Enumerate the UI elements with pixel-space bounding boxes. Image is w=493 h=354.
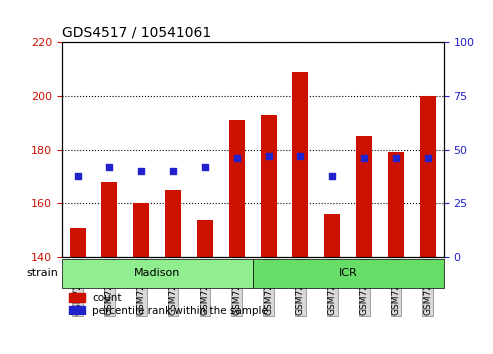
Bar — [388, 153, 404, 257]
FancyBboxPatch shape — [252, 259, 444, 288]
Text: strain: strain — [27, 268, 59, 278]
Bar — [261, 115, 277, 257]
Text: GDS4517 / 10541061: GDS4517 / 10541061 — [62, 26, 211, 40]
Bar — [102, 182, 117, 257]
Point — [201, 164, 209, 170]
Bar — [420, 96, 436, 257]
Text: ICR: ICR — [339, 268, 357, 278]
Bar — [133, 204, 149, 257]
Text: count: count — [92, 293, 122, 303]
Text: Madison: Madison — [134, 268, 180, 278]
Bar — [229, 120, 245, 257]
Point — [233, 155, 241, 161]
Bar — [69, 293, 85, 302]
Point — [73, 173, 81, 178]
Point — [392, 155, 400, 161]
Point — [424, 155, 432, 161]
Bar — [324, 214, 340, 257]
Bar — [69, 306, 85, 315]
Bar — [292, 72, 309, 257]
Point — [296, 153, 304, 159]
FancyBboxPatch shape — [62, 259, 252, 288]
Bar — [197, 219, 213, 257]
Point — [328, 173, 336, 178]
Bar — [356, 136, 372, 257]
Bar — [70, 228, 85, 257]
Text: percentile rank within the sample: percentile rank within the sample — [92, 306, 268, 316]
Point — [137, 169, 145, 174]
Bar — [165, 190, 181, 257]
Point — [360, 155, 368, 161]
Point — [265, 153, 273, 159]
Point — [169, 169, 177, 174]
Point — [106, 164, 113, 170]
